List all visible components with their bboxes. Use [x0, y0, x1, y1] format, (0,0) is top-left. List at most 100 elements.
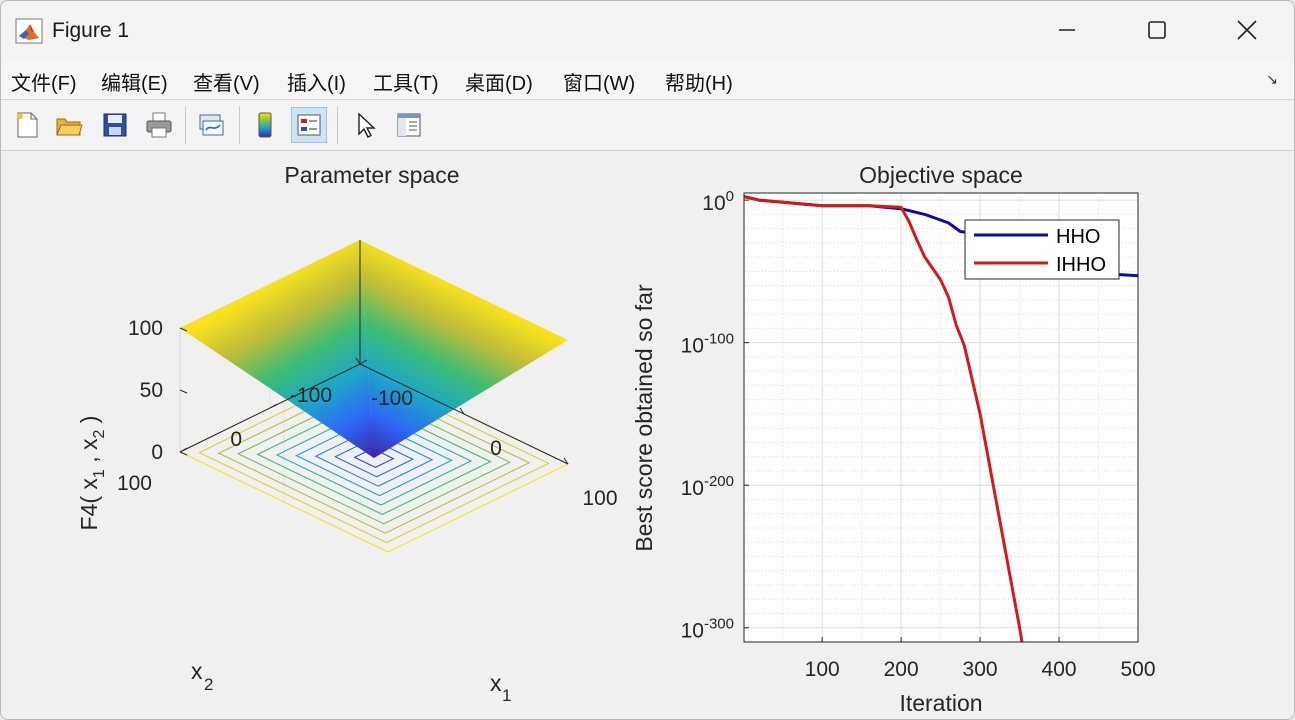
y-tick-label: 100	[702, 188, 734, 215]
x2-tick	[359, 359, 368, 365]
link-plot-button[interactable]	[193, 107, 229, 143]
z-axis-label-part: )	[76, 416, 102, 430]
x1-tick	[563, 457, 569, 465]
insert-colorbar-button[interactable]	[247, 107, 283, 143]
close-button[interactable]	[1201, 1, 1293, 59]
property-inspector-icon	[397, 113, 421, 137]
legend-icon	[297, 114, 321, 136]
x2-axis-label-subscript: 2	[204, 675, 213, 694]
z-axis-label-part: F4( x	[76, 478, 102, 531]
x1-tick	[355, 357, 361, 365]
x1-axis-label: x	[490, 670, 502, 696]
objective-title: Objective space	[859, 162, 1023, 188]
menu-bar: 文件(F) 编辑(E) 查看(V) 插入(I) 工具(T) 桌面(D) 窗口(W…	[1, 59, 1294, 99]
y-tick-exponent: 0	[726, 188, 734, 205]
x2-tick	[269, 403, 278, 409]
legend-label-ihho: IHHO	[1056, 254, 1106, 276]
z-axis-label-subscript: 1	[91, 469, 108, 478]
maximize-button[interactable]	[1111, 1, 1203, 59]
z-axis-label-part: , x	[76, 438, 102, 469]
toolbar-separator	[185, 106, 186, 144]
objective-y-axis-label: Best score obtained so far	[631, 284, 657, 552]
contour-line	[236, 391, 512, 525]
title-bar: Figure 1	[1, 1, 1294, 59]
property-inspector-button[interactable]	[391, 107, 427, 143]
y-tick-base: 10	[681, 477, 704, 500]
objective-x-axis-label: Iteration	[899, 690, 982, 716]
print-icon	[146, 112, 172, 138]
y-tick-base: 10	[702, 192, 725, 215]
edit-plot-button[interactable]	[347, 107, 383, 143]
x-tick-label: 300	[963, 658, 998, 681]
contour-line	[256, 400, 492, 516]
x2-axis-label: x	[191, 658, 203, 684]
toolbar-separator	[239, 106, 240, 144]
matlab-logo-icon	[15, 18, 43, 44]
x1-axis-label-subscript: 1	[502, 686, 511, 705]
x2-tick-label: 0	[230, 428, 242, 451]
figure-toolbar	[1, 99, 1294, 151]
legend[interactable]: HHO IHHO	[964, 219, 1120, 280]
x2-tick-label: -100	[290, 384, 332, 407]
close-icon	[1237, 20, 1257, 40]
z-tick-label: 50	[140, 379, 163, 402]
x1-tick-label: 0	[490, 437, 502, 460]
contour-line	[198, 372, 550, 544]
save-icon	[103, 113, 127, 137]
contour-line	[314, 429, 434, 487]
dock-arrow-icon[interactable]: ↘	[1266, 71, 1278, 87]
menu-edit[interactable]: 编辑(E)	[101, 73, 168, 95]
open-file-icon	[56, 118, 83, 136]
y-tick-label: 10-100	[681, 331, 734, 358]
x-tick-label: 500	[1120, 658, 1155, 681]
z-axis-label: F4( x1 , x2 )	[76, 416, 108, 531]
surface-face-x1-neg	[180, 240, 374, 458]
contour-line	[333, 438, 415, 478]
minimize-icon	[1059, 29, 1075, 31]
colorbar-icon	[258, 112, 272, 138]
menu-desktop[interactable]: 桌面(D)	[465, 73, 533, 95]
menu-file[interactable]: 文件(F)	[11, 73, 77, 95]
open-file-button[interactable]	[51, 107, 87, 143]
menu-help[interactable]: 帮助(H)	[665, 73, 733, 95]
contour-line	[275, 410, 473, 506]
print-button[interactable]	[141, 107, 177, 143]
y-tick-base: 10	[681, 335, 704, 358]
z-tick	[179, 389, 188, 394]
window-title: Figure 1	[52, 19, 130, 42]
y-tick-base: 10	[681, 620, 704, 643]
series-line-ihho	[744, 195, 1024, 642]
x1-tick	[459, 407, 465, 415]
insert-legend-button[interactable]	[291, 107, 327, 143]
contour-line	[217, 382, 531, 534]
surface-plot	[180, 240, 568, 458]
menu-insert[interactable]: 插入(I)	[287, 73, 346, 95]
x-tick-label: 400	[1042, 658, 1077, 681]
surface-face-x2-neg	[360, 240, 568, 458]
x1-tick-label: 100	[582, 487, 617, 510]
menu-view[interactable]: 查看(V)	[193, 73, 260, 95]
save-button[interactable]	[97, 107, 133, 143]
menu-tools[interactable]: 工具(T)	[373, 73, 439, 95]
z-tick	[179, 327, 188, 332]
pointer-icon	[358, 112, 376, 138]
x-tick-label: 200	[884, 658, 919, 681]
x1-tick-label: -100	[371, 387, 413, 410]
objective-axes-frame	[743, 192, 1139, 643]
new-figure-button[interactable]	[9, 107, 45, 143]
new-figure-icon	[17, 112, 38, 138]
z-axis-label-subscript: 2	[91, 430, 108, 439]
minimize-button[interactable]	[1021, 1, 1113, 59]
z-tick	[179, 451, 188, 456]
toolbar-separator	[337, 106, 338, 144]
figure-canvas: 0 50 100 -100 0 100 -100 0 100 Parameter space x 1 x…	[1, 151, 1294, 719]
legend-box	[964, 219, 1120, 280]
y-tick-label: 10-200	[681, 473, 734, 500]
contour-line	[295, 419, 453, 497]
x-tick-label: 100	[805, 658, 840, 681]
x2-tick	[179, 447, 188, 453]
maximize-icon	[1148, 21, 1166, 39]
menu-window[interactable]: 窗口(W)	[563, 73, 636, 95]
y-tick-exponent: -300	[704, 616, 734, 633]
